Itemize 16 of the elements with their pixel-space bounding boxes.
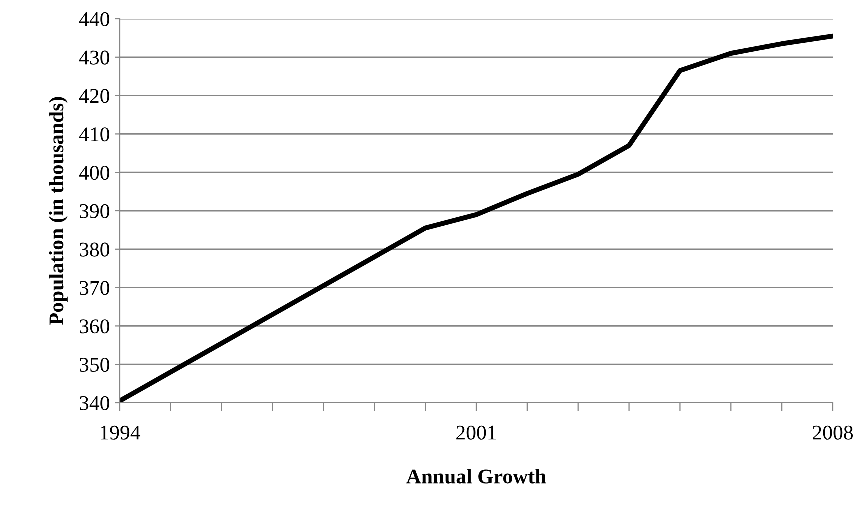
- y-tick-label: 410: [79, 128, 110, 142]
- y-tick-label: 360: [80, 320, 110, 334]
- x-axis-title: Annual Growth: [406, 469, 546, 484]
- y-tick-label: 340: [80, 396, 110, 410]
- y-tick-label: 370: [80, 281, 110, 296]
- x-tick-label: 2001: [456, 426, 496, 440]
- y-tick-label: 430: [79, 50, 110, 65]
- y-tick-label: 420: [79, 89, 110, 104]
- x-tick-label: 1994: [101, 426, 141, 440]
- y-axis-title: Population (in thousands): [49, 97, 68, 326]
- x-tick-label: 2008: [813, 426, 854, 440]
- y-tick-label: 400: [79, 166, 110, 180]
- y-tick-label: 380: [80, 242, 110, 257]
- y-tick-label: 440: [79, 12, 110, 26]
- y-tick-label: 390: [80, 204, 110, 218]
- y-tick-label: 350: [80, 358, 110, 372]
